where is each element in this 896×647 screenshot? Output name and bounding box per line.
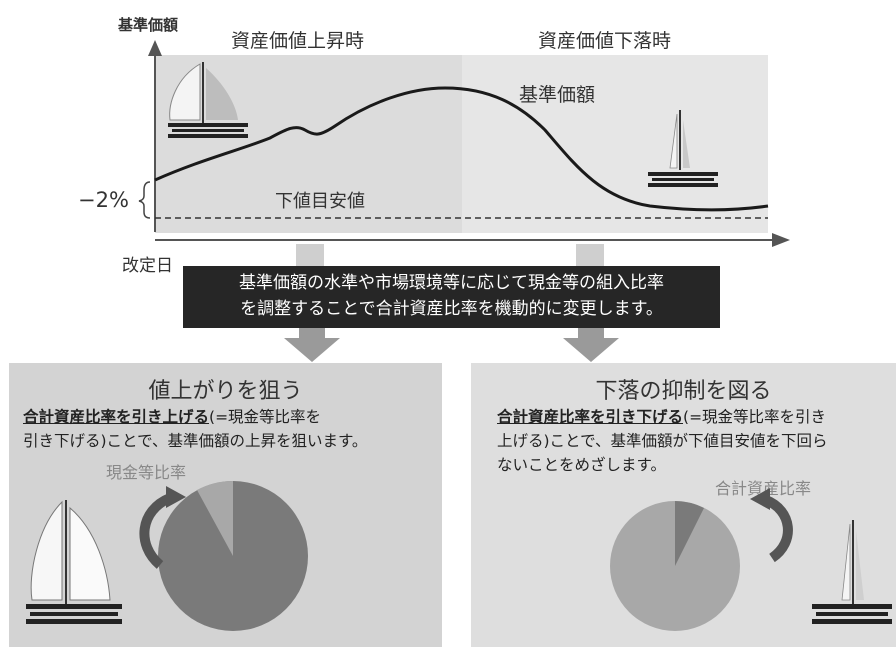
fall-panel-title: 下落の抑制を図る xyxy=(595,379,772,404)
fall-small-slice-label: 合計資産比率 xyxy=(715,479,812,498)
fall-panel: 下落の抑制を図る 合計資産比率を引き下げる(=現金等比率を引き 上げる)ことで、… xyxy=(471,363,896,647)
x-axis-arrow-icon xyxy=(772,233,790,247)
series-label: 基準価額 xyxy=(519,84,596,106)
callout-line-1: 基準価額の水準や市場環境等に応じて現金等の組入比率 xyxy=(239,273,664,293)
y-axis-arrow-icon xyxy=(148,40,162,56)
rise-text-1: (=現金等比率を xyxy=(209,408,322,426)
down-arrow-left-icon xyxy=(284,328,340,362)
rise-emphasis: 合計資産比率を引き上げる xyxy=(23,408,210,426)
phase-label-falling: 資産価値下落時 xyxy=(538,30,672,52)
fall-text-2: 上げる)ことで、基準価額が下値目安値を下回ら xyxy=(497,432,828,450)
rise-panel-title: 値上がりを狙う xyxy=(148,379,303,404)
callout-line-2: を調整することで合計資産比率を機動的に変更します。 xyxy=(240,299,663,319)
rise-text-2: 引き下げる)ことで、基準価額の上昇を狙います。 xyxy=(23,432,368,450)
fall-large-slice-label: 現金等比率 xyxy=(639,577,720,596)
flow-arrow-right-stem xyxy=(576,244,604,270)
falling-phase-area xyxy=(462,55,768,233)
flow-arrow-left-stem xyxy=(296,244,324,270)
fall-text-1: (=現金等比率を引き xyxy=(683,408,827,426)
strategy-callout: 基準価額の水準や市場環境等に応じて現金等の組入比率 を調整することで合計資産比率… xyxy=(183,266,720,328)
fall-emphasis: 合計資産比率を引き下げる xyxy=(497,408,684,426)
sailboat-large-sail-icon xyxy=(168,62,248,138)
phase-label-rising: 資産価値上昇時 xyxy=(231,30,365,52)
x-axis-label: 改定日 xyxy=(122,256,173,276)
rise-small-slice-label: 現金等比率 xyxy=(106,463,187,482)
sailboat-small-sail-icon xyxy=(648,110,718,187)
fall-text-3: ないことをめざします。 xyxy=(497,456,666,474)
rise-panel: 値上がりを狙う 合計資産比率を引き上げる(=現金等比率を 引き下げる)ことで、基… xyxy=(9,363,442,647)
down-arrow-right-icon xyxy=(563,328,619,362)
fall-panel-text: 合計資産比率を引き下げる(=現金等比率を引き 上げる)ことで、基準価額が下値目安… xyxy=(497,405,827,477)
price-curve xyxy=(154,86,769,212)
floor-offset-label: −2% xyxy=(78,188,129,212)
offset-bracket xyxy=(138,181,151,219)
rise-large-slice-label: 合計資産比率 xyxy=(181,575,278,594)
floor-label: 下値目安値 xyxy=(275,191,365,212)
rise-panel-text: 合計資産比率を引き上げる(=現金等比率を 引き下げる)ことで、基準価額の上昇を狙… xyxy=(23,405,367,453)
y-axis-label: 基準価額 xyxy=(118,16,179,34)
